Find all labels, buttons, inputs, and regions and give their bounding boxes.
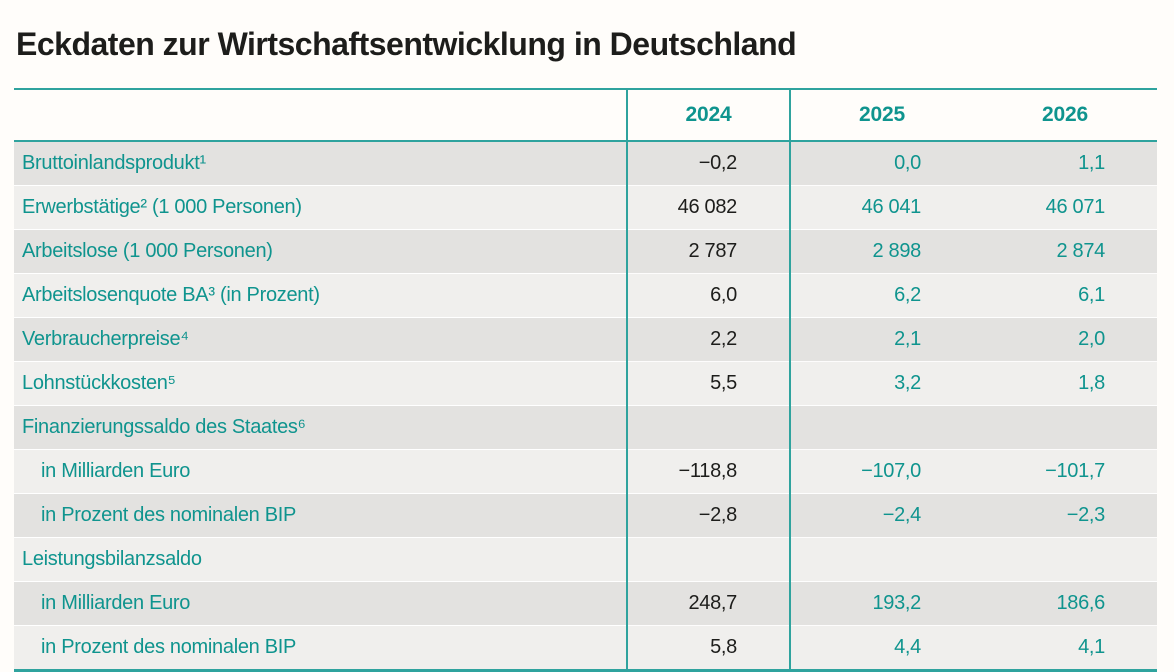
cell-2024: 2 787: [627, 229, 791, 274]
cell-2024: [627, 537, 791, 582]
cell-2026: 4,1: [1078, 636, 1105, 658]
row-label: in Milliarden Euro: [14, 581, 628, 626]
header-year-2025: 2025: [790, 89, 973, 142]
cell-2025: [790, 406, 973, 450]
cell-2024: 6,0: [627, 273, 791, 318]
cell-2024: 2,2: [627, 317, 791, 362]
table-row: in Milliarden Euro −118,8 −107,0 −101,7: [14, 449, 1157, 494]
cell-2025: 6,2: [894, 284, 921, 306]
cell-2025: −2,4: [882, 504, 922, 526]
cell-2025: [790, 538, 973, 582]
cell-2024: 5,8: [627, 625, 791, 671]
row-label: in Prozent des nominalen BIP: [14, 493, 628, 538]
cell-2026: 1,1: [1078, 152, 1105, 174]
row-label: Arbeitslosenquote BA³ (in Prozent): [14, 273, 628, 318]
table-row: Arbeitslose (1 000 Personen) 2 787 2 898…: [14, 229, 1157, 274]
cell-2026: −101,7: [1045, 460, 1105, 482]
row-label: in Prozent des nominalen BIP: [14, 625, 628, 671]
cell-2024: 248,7: [627, 581, 791, 626]
row-label: Bruttoinlandsprodukt¹: [14, 141, 628, 186]
cell-2024: −118,8: [627, 449, 791, 494]
table-row: in Milliarden Euro 248,7 193,2 186,6: [14, 581, 1157, 626]
cell-2026: [973, 538, 1157, 582]
cell-2026: 1,8: [1078, 372, 1105, 394]
row-label: Verbraucherpreise⁴: [14, 317, 628, 362]
cell-2025: 2,1: [894, 328, 921, 350]
row-label: in Milliarden Euro: [14, 449, 628, 494]
header-indicator-empty: [14, 89, 628, 142]
header-year-2026: 2026: [973, 89, 1157, 142]
header-year-2024: 2024: [627, 89, 791, 142]
table-row: Arbeitslosenquote BA³ (in Prozent) 6,0 6…: [14, 273, 1157, 318]
table-row: Bruttoinlandsprodukt¹ −0,2 0,0 1,1: [14, 141, 1157, 186]
table-row: Lohnstückkosten⁵ 5,5 3,2 1,8: [14, 361, 1157, 406]
cell-2024: −2,8: [627, 493, 791, 538]
table-row: in Prozent des nominalen BIP 5,8 4,4 4,1: [14, 625, 1157, 671]
cell-2025: −107,0: [861, 460, 921, 482]
economic-indicators-table: 2024 2025 2026 Bruttoinlandsprodukt¹ −0,…: [14, 88, 1157, 672]
cell-2024: 5,5: [627, 361, 791, 406]
cell-2025: 3,2: [894, 372, 921, 394]
table-header-row: 2024 2025 2026: [14, 89, 1157, 142]
cell-2026: 46 071: [1045, 196, 1106, 218]
page-title: Eckdaten zur Wirtschaftsentwicklung in D…: [16, 26, 797, 63]
cell-2024: [627, 405, 791, 450]
row-label: Erwerbstätige² (1 000 Personen): [14, 185, 628, 230]
cell-2026: 2,0: [1078, 328, 1105, 350]
table-row: Verbraucherpreise⁴ 2,2 2,1 2,0: [14, 317, 1157, 362]
row-label: Lohnstückkosten⁵: [14, 361, 628, 406]
table-row: in Prozent des nominalen BIP −2,8 −2,4 −…: [14, 493, 1157, 538]
table-row: Erwerbstätige² (1 000 Personen) 46 082 4…: [14, 185, 1157, 230]
cell-2025: 4,4: [894, 636, 921, 658]
cell-2026: −2,3: [1066, 504, 1106, 526]
cell-2024: 46 082: [627, 185, 791, 230]
cell-2026: 186,6: [1056, 592, 1105, 614]
cell-2025: 2 898: [872, 240, 921, 262]
row-label: Arbeitslose (1 000 Personen): [14, 229, 628, 274]
cell-2025: 46 041: [861, 196, 922, 218]
cell-2026: [973, 406, 1157, 450]
cell-2026: 6,1: [1078, 284, 1105, 306]
row-label: Finanzierungssaldo des Staates⁶: [14, 405, 628, 450]
cell-2025: 193,2: [872, 592, 921, 614]
table-row-group-header: Finanzierungssaldo des Staates⁶: [14, 405, 1157, 450]
cell-2026: 2 874: [1056, 240, 1105, 262]
cell-2025: 0,0: [894, 152, 921, 174]
cell-2024: −0,2: [627, 141, 791, 186]
table-row-group-header: Leistungsbilanzsaldo: [14, 537, 1157, 582]
row-label: Leistungsbilanzsaldo: [14, 537, 628, 582]
